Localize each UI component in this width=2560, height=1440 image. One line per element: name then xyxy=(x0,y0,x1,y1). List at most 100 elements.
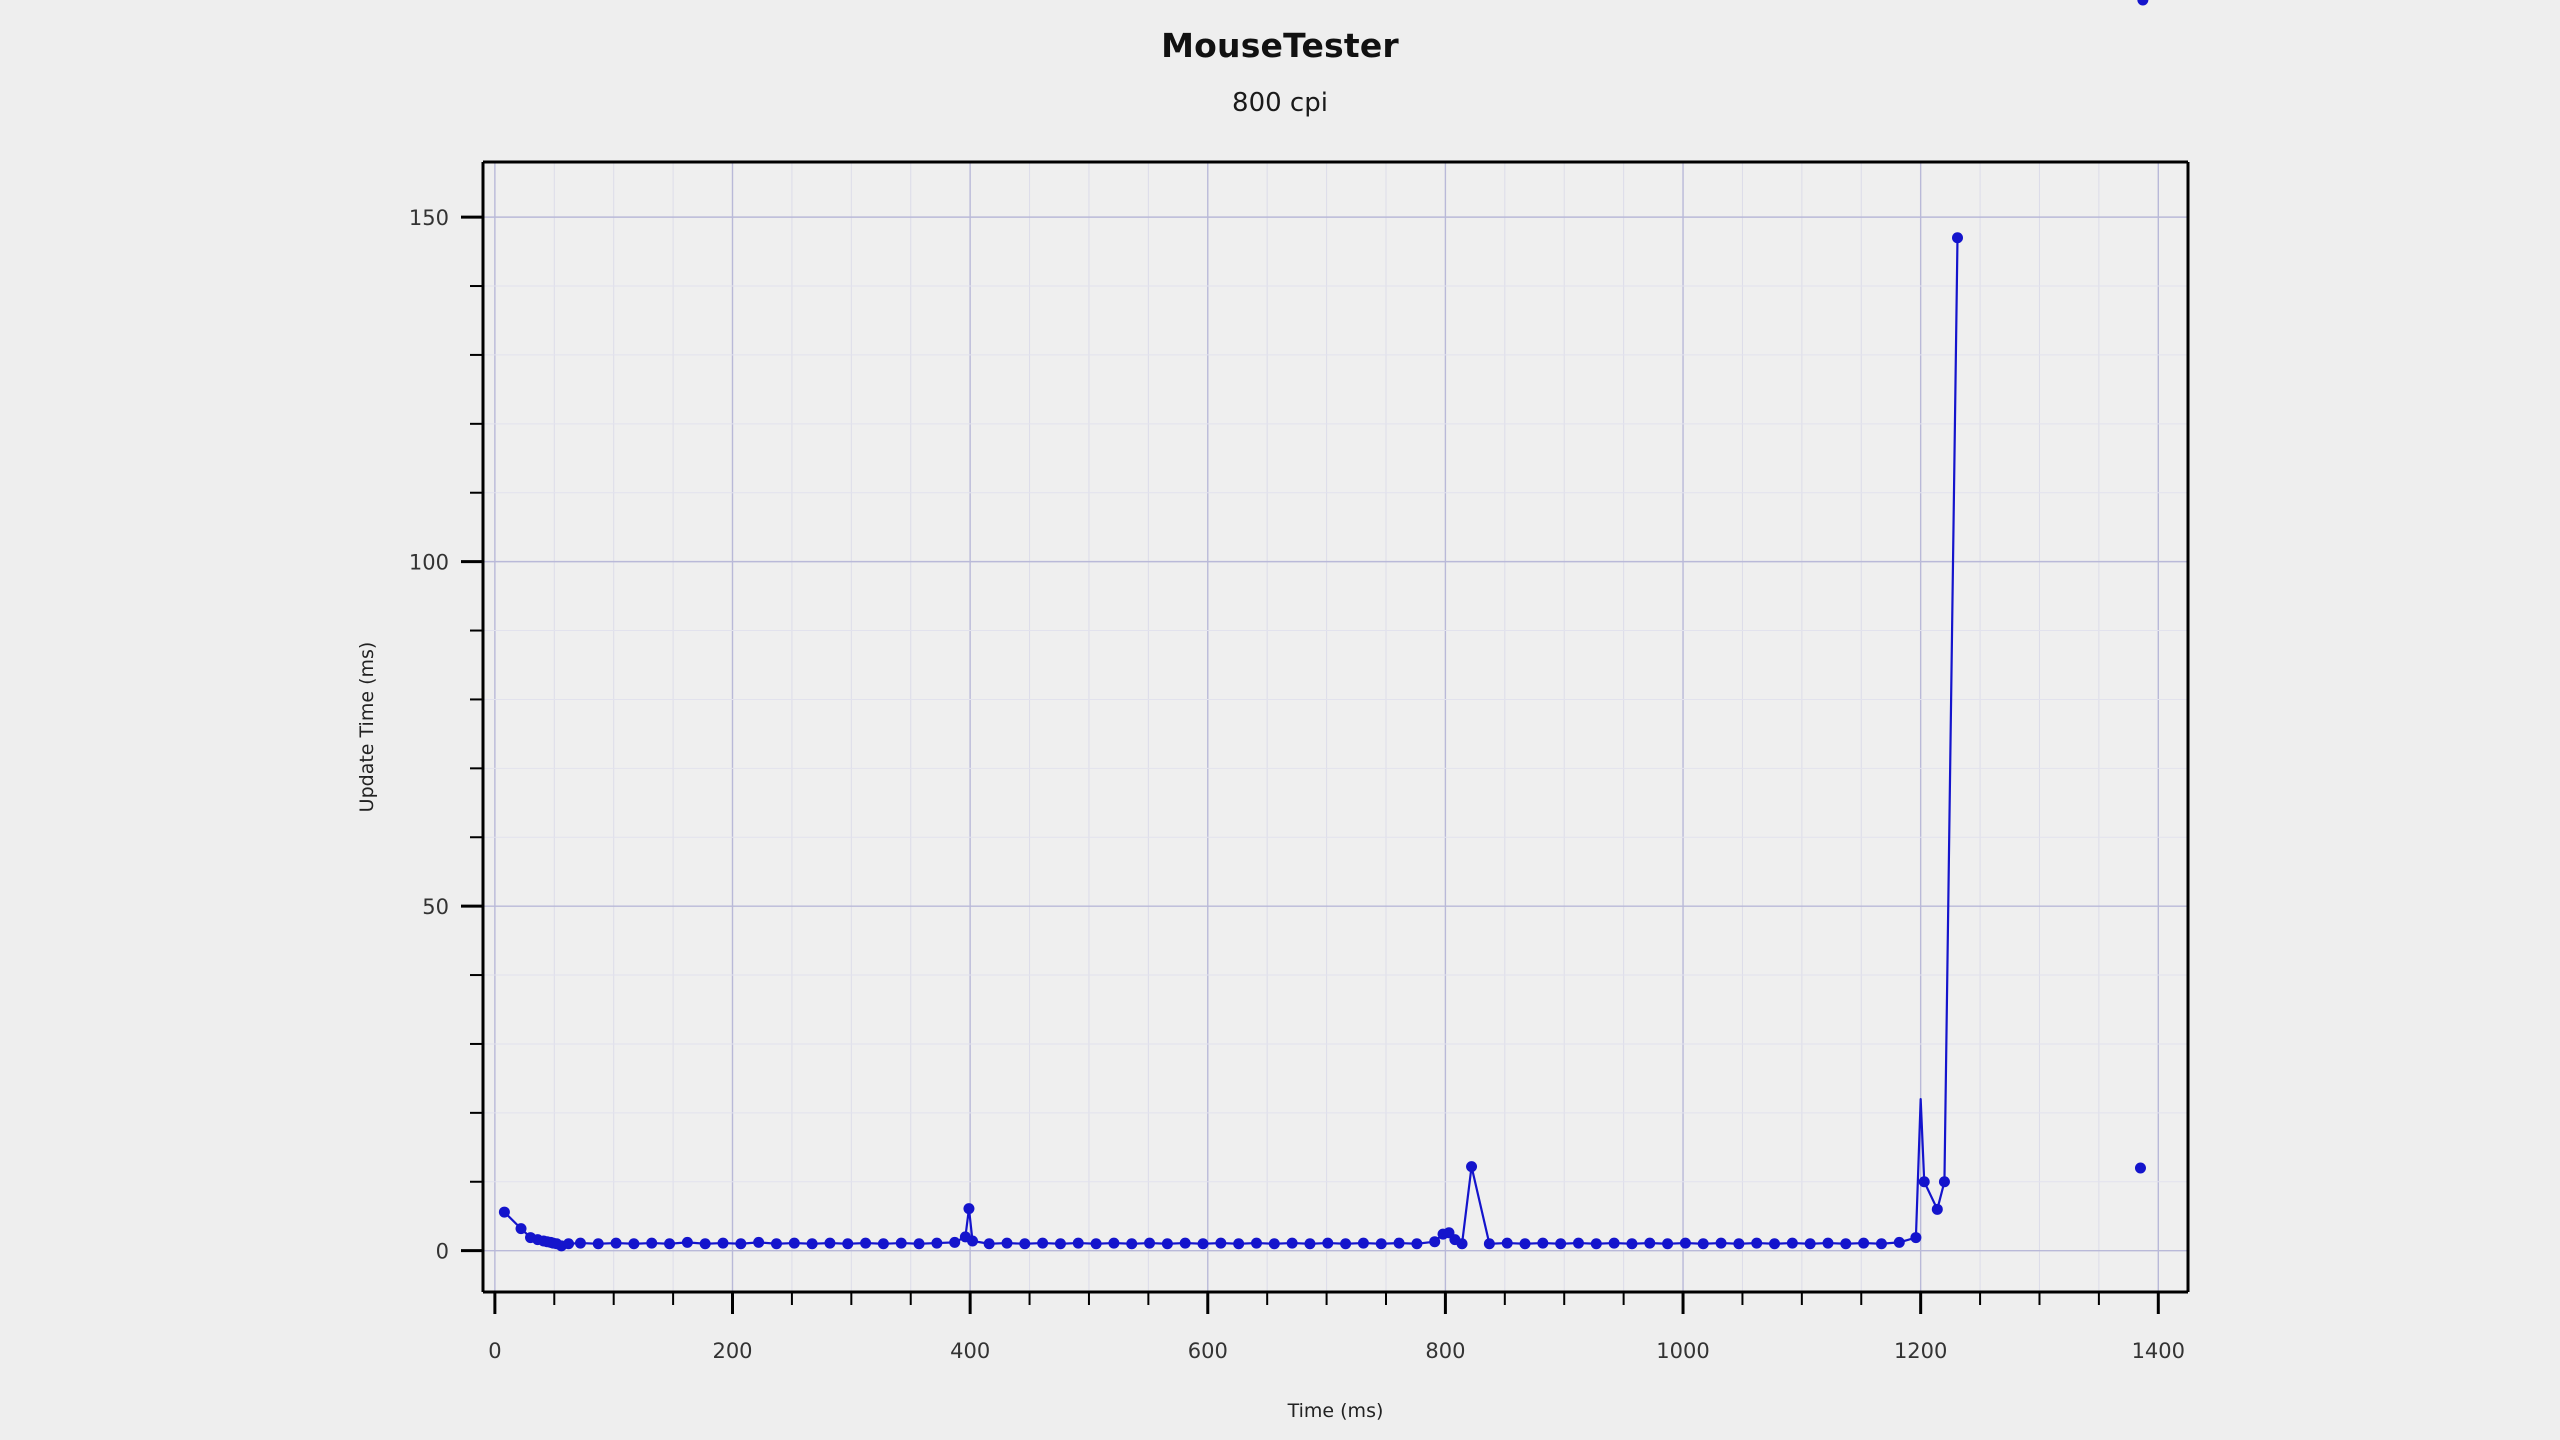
data-point xyxy=(735,1238,747,1250)
data-point xyxy=(1001,1237,1013,1249)
data-point xyxy=(1608,1237,1620,1249)
x-tick-label: 600 xyxy=(1188,1339,1228,1363)
data-point xyxy=(1918,1176,1930,1188)
data-point xyxy=(1197,1238,1209,1250)
data-point xyxy=(1769,1238,1781,1250)
data-point xyxy=(717,1237,729,1249)
data-point xyxy=(967,1235,979,1247)
data-point xyxy=(1804,1238,1816,1250)
data-point xyxy=(1501,1237,1513,1249)
y-tick-label: 50 xyxy=(422,895,449,919)
data-point xyxy=(1072,1237,1084,1249)
data-point xyxy=(963,1203,975,1215)
data-point xyxy=(1411,1238,1423,1250)
data-point xyxy=(563,1238,575,1250)
data-point xyxy=(1733,1238,1745,1250)
data-point xyxy=(1250,1237,1262,1249)
x-tick-label: 1200 xyxy=(1894,1339,1947,1363)
data-point xyxy=(1931,1203,1943,1215)
data-point xyxy=(1090,1238,1102,1250)
data-point xyxy=(1697,1238,1709,1250)
y-axis-title: Update Time (ms) xyxy=(356,642,378,813)
data-point xyxy=(983,1238,995,1250)
data-point xyxy=(1910,1232,1922,1244)
data-point xyxy=(1786,1237,1798,1249)
data-point xyxy=(1572,1237,1584,1249)
data-point xyxy=(1215,1237,1227,1249)
data-point xyxy=(646,1237,658,1249)
data-point xyxy=(1456,1238,1468,1250)
data-point xyxy=(788,1237,800,1249)
data-point xyxy=(842,1238,854,1250)
data-point xyxy=(1054,1238,1066,1250)
data-point xyxy=(1144,1237,1156,1249)
data-point xyxy=(895,1237,907,1249)
data-point xyxy=(1858,1237,1870,1249)
data-point xyxy=(664,1238,676,1250)
data-point xyxy=(1519,1238,1531,1250)
data-point xyxy=(1108,1237,1120,1249)
data-point xyxy=(1037,1237,1049,1249)
data-point xyxy=(1715,1237,1727,1249)
data-point xyxy=(1644,1237,1656,1249)
data-point xyxy=(1938,1176,1950,1188)
data-point xyxy=(1126,1238,1138,1250)
data-point xyxy=(1466,1161,1478,1173)
data-point xyxy=(1555,1238,1567,1250)
plot-background xyxy=(483,162,2188,1292)
data-point xyxy=(1161,1238,1173,1250)
data-point xyxy=(1590,1238,1602,1250)
data-point xyxy=(1322,1237,1334,1249)
data-point xyxy=(1483,1238,1495,1250)
data-point xyxy=(515,1223,527,1235)
data-point xyxy=(1268,1238,1280,1250)
axis-frame xyxy=(481,160,2190,1294)
x-tick-label: 1000 xyxy=(1656,1339,1709,1363)
y-axis-ticks: 0 50 100 150 xyxy=(409,206,483,1264)
x-tick-label: 400 xyxy=(950,1339,990,1363)
data-point xyxy=(753,1236,765,1248)
data-point xyxy=(681,1236,693,1248)
data-point xyxy=(824,1237,836,1249)
data-point xyxy=(931,1237,943,1249)
y-tick-label: 150 xyxy=(409,206,449,230)
data-point xyxy=(1822,1237,1834,1249)
page-title: MouseTester xyxy=(1161,26,1399,65)
x-tick-label: 200 xyxy=(712,1339,752,1363)
data-series xyxy=(498,0,2149,1252)
x-tick-label: 0 xyxy=(488,1339,501,1363)
y-tick-label: 0 xyxy=(436,1240,449,1264)
chart-subtitle: 800 cpi xyxy=(1232,88,1328,118)
data-point xyxy=(1751,1237,1763,1249)
data-point xyxy=(1304,1238,1316,1250)
data-point xyxy=(1233,1238,1245,1250)
data-point xyxy=(1893,1236,1905,1248)
data-point xyxy=(1626,1238,1638,1250)
x-tick-label: 1400 xyxy=(2132,1339,2185,1363)
x-axis-ticks: 0 200 400 600 800 1000 1200 1400 xyxy=(488,1292,2185,1363)
data-point xyxy=(1179,1237,1191,1249)
y-tick-label: 100 xyxy=(409,551,449,575)
data-point xyxy=(592,1238,604,1250)
data-point xyxy=(699,1238,711,1250)
data-point xyxy=(1429,1236,1441,1248)
data-point xyxy=(2134,1162,2146,1174)
data-point xyxy=(1662,1238,1674,1250)
data-point xyxy=(1393,1237,1405,1249)
data-point xyxy=(877,1238,889,1250)
data-point xyxy=(1286,1237,1298,1249)
data-point xyxy=(628,1238,640,1250)
data-point xyxy=(770,1238,782,1250)
data-point xyxy=(1679,1237,1691,1249)
data-point xyxy=(806,1238,818,1250)
data-point xyxy=(913,1238,925,1250)
x-tick-label: 800 xyxy=(1425,1339,1465,1363)
data-point xyxy=(1875,1238,1887,1250)
gridlines xyxy=(483,162,2188,1292)
data-point xyxy=(1340,1238,1352,1250)
data-point xyxy=(574,1237,586,1249)
data-point xyxy=(1952,232,1963,244)
